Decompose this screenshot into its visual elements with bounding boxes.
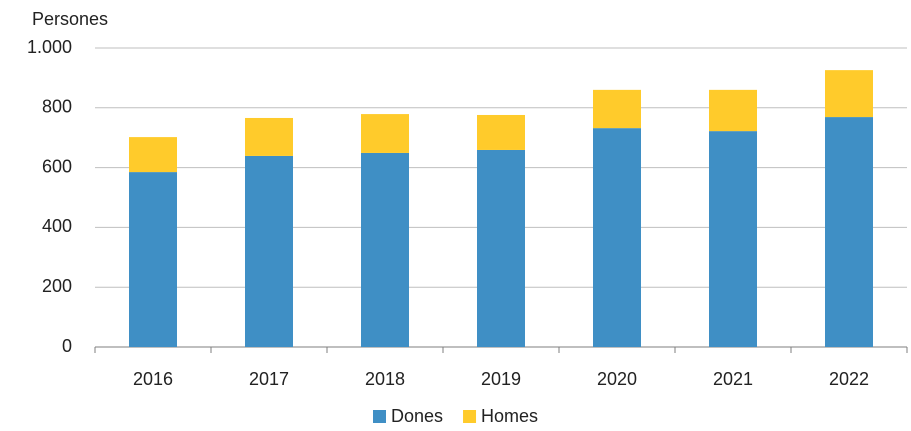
x-tick-label: 2020 [597,369,637,389]
legend-swatch [373,410,386,423]
bar-segment [825,117,873,347]
legend-swatch [463,410,477,423]
bar-segment [361,152,409,347]
y-axis-label: Persones [32,9,108,29]
y-tick-label: 0 [62,336,72,356]
bar-segment [709,89,757,132]
bar-segment [129,137,177,173]
x-tick-label: 2019 [481,369,521,389]
legend-label: Homes [481,406,538,426]
bar-segment [709,131,757,347]
y-tick-label: 1.000 [27,37,72,57]
x-tick-label: 2021 [713,369,753,389]
y-tick-label: 600 [42,156,72,176]
bar-segment [477,149,525,347]
bar-segment [593,89,641,129]
y-tick-label: 400 [42,216,72,236]
bar-segment [477,114,525,150]
bar-segment [245,117,293,156]
bar-segment [825,70,873,118]
bar-segment [593,128,641,347]
x-tick-label: 2016 [133,369,173,389]
x-tick-label: 2022 [829,369,869,389]
y-tick-label: 800 [42,97,72,117]
y-tick-label: 200 [42,276,72,296]
legend-label: Dones [391,406,443,426]
bar-segment [245,155,293,347]
bar-segment [129,172,177,347]
x-tick-label: 2017 [249,369,289,389]
bar-segment [361,114,409,153]
x-tick-label: 2018 [365,369,405,389]
